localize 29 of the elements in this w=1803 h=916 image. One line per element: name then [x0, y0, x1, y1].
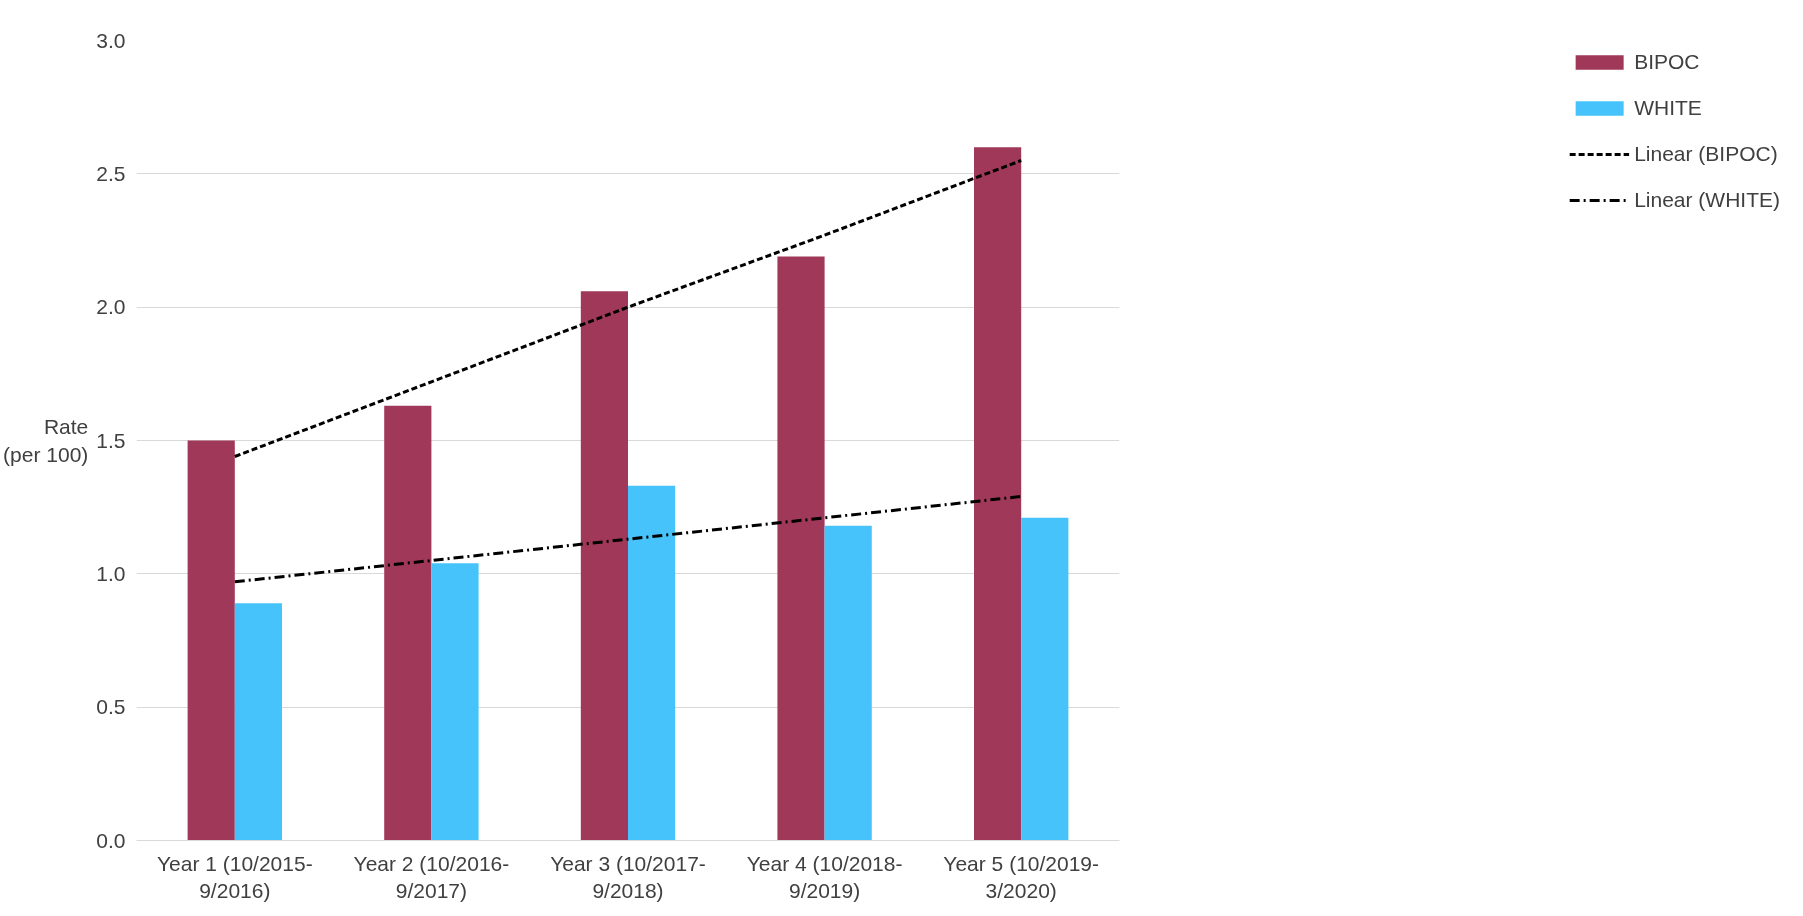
- x-tick-label: Year 2 (10/2016- 9/2017): [353, 851, 510, 903]
- y-tick-label: 2.5: [96, 161, 126, 185]
- bar: [431, 563, 479, 841]
- y-tick-label: 0.5: [96, 695, 126, 719]
- y-tick-label: 0.0: [96, 828, 126, 852]
- y-tick-label: 1.5: [96, 428, 126, 452]
- y-tick-label: 2.0: [96, 295, 126, 319]
- y-axis-title: Rate (per 100): [3, 415, 89, 466]
- x-tick-label: Year 1 (10/2015- 9/2016): [156, 851, 313, 903]
- legend-label: BIPOC: [1634, 50, 1700, 74]
- bar: [777, 256, 825, 841]
- bar: [234, 603, 282, 841]
- y-tick-label: 1.0: [96, 561, 126, 585]
- bar: [384, 405, 432, 841]
- bar: [187, 440, 235, 841]
- bar: [824, 525, 872, 841]
- x-tick-label: Year 4 (10/2018- 9/2019): [746, 851, 903, 903]
- bar: [974, 147, 1022, 841]
- line-series: [233, 495, 1023, 584]
- line-series: [233, 159, 1023, 458]
- legend-label: WHITE: [1634, 96, 1702, 120]
- legend-label: Linear (WHITE): [1634, 188, 1780, 212]
- x-tick-label: Year 5 (10/2019- 3/2020): [943, 851, 1100, 903]
- bar: [1021, 517, 1069, 841]
- y-tick-label: 3.0: [96, 28, 126, 52]
- bar: [628, 485, 676, 841]
- legend-label: Linear (BIPOC): [1634, 142, 1778, 166]
- x-tick-label: Year 3 (10/2017- 9/2018): [550, 851, 706, 903]
- bar: [580, 291, 628, 841]
